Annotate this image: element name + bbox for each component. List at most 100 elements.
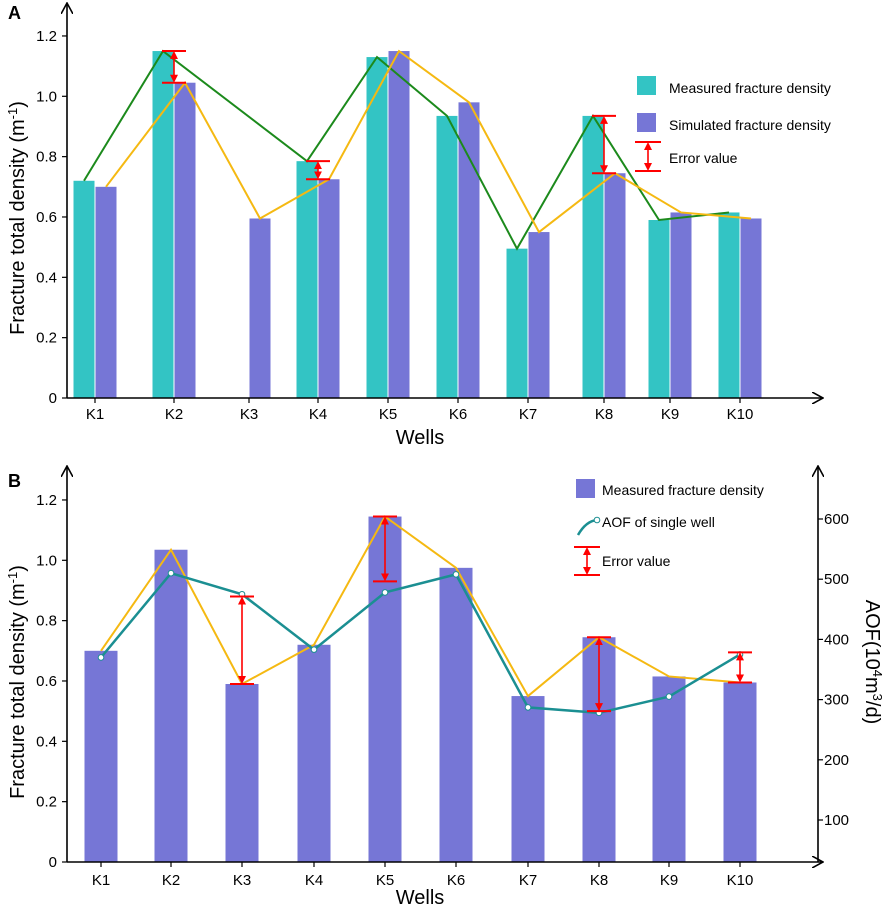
legend-aof-line-icon (576, 516, 601, 536)
panel-b-aof-line (100, 571, 741, 715)
panel-b-x-axis-title: Wells (396, 887, 445, 909)
panel-a-bar-simulated-fracture-density-k8 (604, 173, 626, 398)
panel-b-y-tick-label: 0.8 (36, 613, 57, 630)
panel-a-bar-measured-fracture-density-k1 (73, 180, 95, 398)
panel-b-y2-tick-label: 500 (824, 571, 849, 588)
panel-b-x-tick-label-k8: K8 (590, 872, 608, 889)
panel-a-x-tick-label-k5: K5 (379, 406, 397, 423)
panel-a-x-tick-label-k10: K10 (727, 406, 754, 423)
panel-b-label: B (8, 471, 21, 491)
legend-entry-error: Error value (574, 546, 671, 576)
panel-a-bar-measured-fracture-density-k8 (582, 115, 604, 399)
panel-b-aof-point-k1 (97, 654, 105, 661)
panel-b-aof-point-k4 (310, 646, 318, 653)
panel-a-x-tick-label-k9: K9 (661, 406, 679, 423)
panel-b-aof-point-k2 (167, 569, 175, 577)
panel-b-trend-line-measured-fracture-density (100, 515, 741, 698)
panel-a-error-bar-k8 (592, 114, 616, 175)
legend-label-aof: AOF of single well (602, 514, 715, 530)
panel-a-x-tick-label-k7: K7 (519, 406, 537, 423)
panel-b-error-bar-k8 (587, 636, 611, 713)
panel-b-y-tick-label: 0.6 (36, 673, 57, 690)
legend-entry-measured: Measured fracture density (637, 76, 831, 96)
panel-b-aof-point-k7 (524, 704, 532, 711)
panel-b-y-tick-label: 0.4 (36, 733, 57, 750)
panel-a-y-tick-label: 0.4 (36, 269, 57, 286)
panel-a-bar-simulated-fracture-density-k7 (528, 232, 550, 398)
panel-b-y2-tick-label: 600 (824, 511, 849, 528)
panel-a-x-tick-label-k6: K6 (449, 406, 467, 423)
panel-b-y2-tick-label: 200 (824, 752, 849, 769)
panel-b-y2-tick-label: 300 (824, 692, 849, 709)
legend-entry-simulated: Simulated fracture density (637, 113, 831, 133)
panel-b-y-axis-title: Fracture total density (m-1) (5, 565, 30, 799)
panel-a-y-axis-title: Fracture total density (m-1) (5, 101, 30, 335)
panel-a-bar-measured-fracture-density-k5 (366, 57, 388, 398)
panel-b-x-tick-label-k1: K1 (92, 872, 110, 889)
panel-a: A 0 0.2 0.4 0.6 0.8 1.0 1.2 K1 K2 K3 K4 K5 K6 K7 K8 K9… (5, 3, 831, 449)
legend-swatch-simulated (637, 113, 656, 132)
legend-entry-aof: AOF of single well (576, 514, 715, 536)
panel-b-y-tick-label: 0 (49, 854, 57, 871)
panel-a-x-tick-label-k8: K8 (595, 406, 613, 423)
panel-a-bar-simulated-fracture-density-k4 (318, 179, 340, 398)
panel-b-plot: 0 0.2 0.4 0.6 0.8 1.0 1.2 100 200 300 400 500 600 K… (36, 467, 849, 889)
panel-b-bar-measured-fracture-density-k4 (297, 644, 331, 862)
panel-a-bar-simulated-fracture-density-k3 (249, 218, 271, 398)
panel-a-trend-line-simulated-fracture-density (105, 49, 752, 234)
legend-label-error: Error value (602, 553, 671, 569)
legend-label-measured: Measured fracture density (602, 482, 764, 498)
panel-b-bar-measured-fracture-density-k2 (154, 549, 188, 862)
panel-a-bar-measured-fracture-density-k6 (436, 115, 458, 399)
panel-a-x-tick-label-k3: K3 (240, 406, 258, 423)
panel-a-bar-measured-fracture-density-k2 (152, 51, 174, 399)
panel-b-aof-point-k5 (381, 589, 389, 596)
panel-b-bar-measured-fracture-density-k7 (511, 696, 545, 862)
panel-a-y-tick-label: 0.2 (36, 330, 57, 347)
panel-a-x-tick-label-k2: K2 (165, 406, 183, 423)
legend-error-icon (635, 141, 661, 172)
panel-b-x-tick-label-k3: K3 (233, 872, 251, 889)
panel-a-plot: 0 0.2 0.4 0.6 0.8 1.0 1.2 K1 K2 K3 K4 K5 K6 K7 K8 K9 K1… (36, 4, 822, 423)
panel-b: B 0 0.2 0.4 0.6 0.8 1.0 1.2 100 200 300 400 500 600… (5, 467, 886, 909)
panel-a-bar-measured-fracture-density-k9 (648, 219, 670, 398)
panel-a-y-tick-label: 1.2 (36, 28, 57, 45)
panel-b-bar-measured-fracture-density-k1 (84, 650, 118, 862)
panel-a-y-tick-label: 0 (49, 390, 57, 407)
panel-b-y-tick-label: 1.0 (36, 552, 57, 569)
panel-a-bar-simulated-fracture-density-k1 (95, 186, 117, 398)
panel-b-y-tick-label: 0.2 (36, 794, 57, 811)
legend-label-simulated: Simulated fracture density (669, 117, 831, 133)
panel-b-x-tick-label-k9: K9 (660, 872, 678, 889)
panel-b-error-bar-k3 (230, 595, 254, 685)
panel-b-aof-point-k9 (665, 693, 673, 700)
panel-a-x-tick-label-k1: K1 (86, 406, 104, 423)
panel-a-y-tick-label: 0.6 (36, 209, 57, 226)
panel-b-x-tick-label-k10: K10 (727, 872, 754, 889)
legend-swatch-measured (576, 479, 595, 498)
panel-a-bar-measured-fracture-density-k4 (296, 161, 318, 398)
panel-a-label: A (8, 3, 21, 23)
panel-b-bar-measured-fracture-density-k9 (652, 676, 686, 862)
panel-b-bar-measured-fracture-density-k10 (723, 682, 757, 862)
legend-label-measured: Measured fracture density (669, 80, 831, 96)
panel-b-error-bar-k10 (728, 651, 752, 684)
legend-label-error: Error value (669, 150, 738, 166)
panel-b-y2-tick-label: 100 (824, 812, 849, 829)
panel-a-x-tick-label-k4: K4 (309, 406, 327, 423)
panel-b-bar-measured-fracture-density-k6 (439, 567, 473, 862)
panel-b-x-tick-label-k7: K7 (519, 872, 537, 889)
panel-b-y2-axis-title: AOF(104m3/d) (861, 600, 886, 725)
panel-a-x-axis-title: Wells (396, 427, 445, 449)
panel-a-bar-measured-fracture-density-k7 (506, 248, 528, 398)
legend-error-icon (574, 546, 600, 576)
legend-entry-error: Error value (635, 141, 738, 172)
panel-a-error-bar-k2 (162, 50, 186, 84)
panel-a-bar-simulated-fracture-density-k6 (458, 102, 480, 399)
panel-a-error-bar-k4 (306, 160, 330, 181)
panel-a-bar-measured-fracture-density-k10 (718, 212, 740, 398)
panel-b-aof-point-k6 (452, 571, 460, 578)
panel-b-bar-measured-fracture-density-k3 (225, 683, 259, 862)
panel-b-x-tick-label-k5: K5 (376, 872, 394, 889)
